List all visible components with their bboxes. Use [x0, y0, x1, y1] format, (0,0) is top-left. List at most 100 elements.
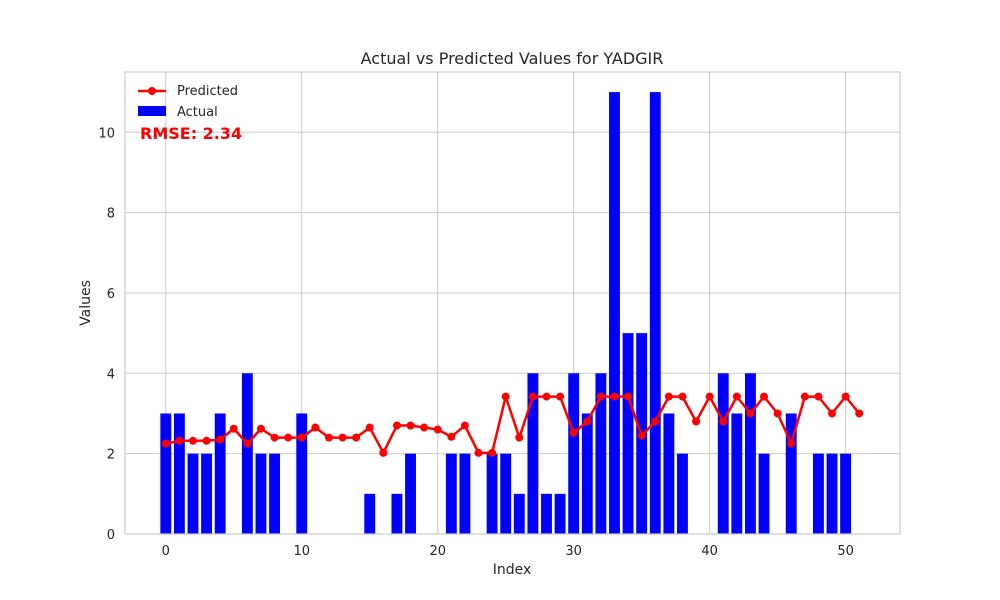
x-tick-labels: 0 10 20 30 40 50 — [162, 544, 854, 559]
predicted-point — [515, 433, 524, 442]
predicted-point — [828, 409, 837, 418]
actual-bar — [445, 453, 457, 534]
predicted-point — [460, 421, 469, 430]
predicted-point — [474, 448, 483, 457]
actual-bar — [187, 453, 199, 534]
actual-bar — [622, 333, 634, 534]
actual-bar — [364, 493, 376, 534]
x-tick-label: 20 — [429, 544, 446, 559]
y-tick-label: 10 — [98, 126, 115, 141]
actual-bars — [160, 92, 852, 534]
actual-bar — [255, 453, 267, 534]
predicted-point — [379, 448, 388, 457]
actual-bar — [568, 373, 580, 534]
actual-bar — [554, 493, 566, 534]
legend-predicted-swatch-marker — [148, 87, 156, 95]
y-tick-label: 6 — [107, 287, 115, 302]
predicted-point — [161, 439, 170, 448]
actual-bar — [581, 413, 593, 534]
predicted-point — [583, 417, 592, 426]
legend-actual-swatch — [138, 106, 166, 116]
actual-bar — [717, 373, 729, 534]
predicted-point — [732, 392, 741, 401]
predicted-point — [664, 392, 673, 401]
predicted-point — [800, 392, 809, 401]
predicted-point — [719, 417, 728, 426]
predicted-point — [433, 425, 442, 434]
predicted-point — [216, 435, 225, 444]
predicted-point — [556, 392, 565, 401]
predicted-point — [229, 424, 238, 433]
predicted-point — [787, 439, 796, 448]
actual-bar — [745, 373, 756, 534]
predicted-point — [528, 392, 537, 401]
actual-bar — [595, 373, 607, 534]
y-tick-label: 0 — [107, 528, 115, 543]
actual-bar — [826, 453, 838, 534]
actual-bar — [541, 493, 552, 534]
predicted-point — [814, 392, 823, 401]
y-tick-label: 2 — [107, 448, 115, 463]
actual-bar — [241, 373, 253, 534]
predicted-point — [324, 433, 333, 442]
predicted-point — [311, 423, 320, 432]
predicted-line-group — [161, 392, 864, 457]
predicted-point — [420, 423, 429, 432]
predicted-point — [760, 392, 769, 401]
predicted-point — [542, 392, 551, 401]
plot-background — [125, 72, 900, 534]
predicted-point — [746, 409, 755, 418]
predicted-point — [692, 417, 701, 426]
predicted-point — [175, 436, 184, 445]
predicted-point — [501, 392, 510, 401]
plot-frame — [124, 71, 901, 535]
actual-bar — [649, 92, 661, 534]
predicted-point — [338, 433, 347, 442]
predicted-point — [624, 392, 633, 401]
predicted-point — [243, 439, 252, 448]
rmse-annotation: RMSE: 2.34 — [140, 124, 242, 143]
actual-bar — [812, 453, 824, 534]
x-tick-label: 0 — [162, 544, 170, 559]
predicted-point — [352, 433, 361, 442]
predicted-line — [165, 395, 861, 455]
actual-bar — [500, 453, 512, 534]
actual-bar — [609, 92, 620, 534]
x-tick-label: 10 — [293, 544, 310, 559]
predicted-point — [651, 417, 660, 426]
predicted-point — [855, 409, 864, 418]
predicted-point — [773, 409, 782, 418]
x-tick-label: 30 — [565, 544, 582, 559]
actual-bar — [405, 453, 416, 534]
actual-bar — [731, 413, 743, 534]
x-tick-label: 50 — [837, 544, 854, 559]
predicted-point — [488, 448, 497, 457]
actual-bar — [677, 453, 688, 534]
actual-bar — [785, 413, 797, 534]
predicted-point — [365, 423, 374, 432]
predicted-point — [188, 436, 197, 445]
predicted-point — [297, 433, 306, 442]
actual-bar — [296, 413, 308, 534]
predicted-point — [270, 433, 279, 442]
predicted-point — [637, 431, 646, 440]
predicted-point — [705, 392, 714, 401]
legend-actual-label: Actual — [177, 105, 218, 120]
x-tick-label: 40 — [701, 544, 718, 559]
predicted-point — [256, 424, 265, 433]
actual-bar — [391, 493, 403, 534]
x-axis-label: Index — [493, 562, 532, 578]
predicted-point — [678, 392, 687, 401]
actual-bar — [201, 453, 213, 534]
predicted-point — [447, 432, 456, 441]
predicted-point — [202, 436, 211, 445]
predicted-point — [596, 392, 605, 401]
actual-bar — [160, 413, 172, 534]
actual-bar — [513, 493, 525, 534]
predicted-point — [284, 433, 293, 442]
predicted-point — [569, 428, 578, 437]
y-tick-label: 4 — [107, 367, 115, 382]
chart-title: Actual vs Predicted Values for YADGIR — [361, 49, 664, 68]
legend: Predicted Actual — [138, 84, 238, 120]
predicted-point — [392, 421, 401, 430]
